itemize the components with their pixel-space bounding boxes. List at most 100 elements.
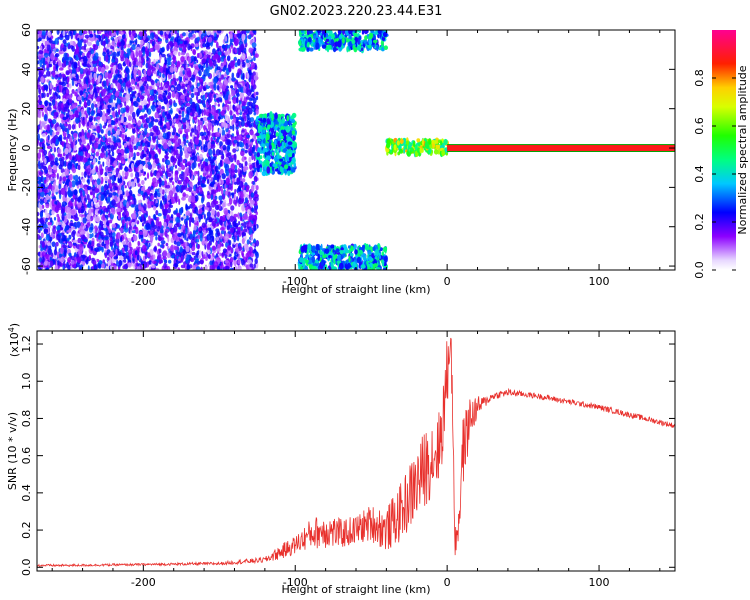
spectrogram-cell: [213, 94, 217, 99]
spectrogram-cell: [206, 60, 208, 68]
spectrogram-cell: [229, 37, 232, 45]
spectrogram-cell: [112, 170, 115, 175]
spectrogram-cell: [234, 169, 238, 173]
spectrogram-cell: [141, 56, 145, 64]
spectrogram-cell: [121, 170, 125, 177]
spectrogram-cell: [216, 222, 220, 227]
spectrogram-cell: [204, 162, 209, 167]
spectrogram-cell: [159, 171, 163, 177]
spectrogram-cell: [148, 51, 152, 58]
spectrogram-cell: [145, 163, 149, 169]
spectrogram-cell: [253, 224, 257, 232]
spectrogram-cell: [205, 171, 209, 176]
spectrogram-cell: [146, 172, 150, 180]
spectrogram-cell: [150, 79, 155, 86]
spectrogram-cell: [98, 263, 102, 269]
spectrogram-cell: [221, 179, 225, 185]
spectrogram-cell: [38, 171, 43, 177]
spectrogram-cell: [166, 43, 170, 52]
spectrogram-cell: [128, 226, 131, 234]
spectrogram-cell: [112, 232, 116, 238]
spectrogram-cell: [153, 70, 157, 75]
spectrogram-cell: [39, 59, 42, 68]
spectrogram-cell: [199, 250, 202, 256]
spectrogram-cell: [137, 75, 141, 82]
spectrogram-cell: [168, 98, 173, 106]
spectrogram-cell: [74, 92, 78, 97]
spectrogram-cell: [208, 148, 213, 156]
spectrogram-cell: [248, 34, 252, 40]
spectrogram-cell: [71, 226, 76, 230]
spectrogram-cell: [216, 211, 220, 218]
spectrogram-cell: [190, 92, 195, 99]
spectrogram-cell: [38, 30, 43, 35]
spectrogram-cell: [74, 252, 77, 258]
spectrogram-cell: [231, 72, 235, 78]
spectrogram-cell: [222, 66, 226, 72]
spectrogram-cell: [250, 117, 255, 123]
spectrogram-cell: [244, 197, 248, 204]
spectrogram-cell: [117, 74, 122, 79]
spectrogram-cell: [69, 40, 74, 46]
spectrogram-cell: [122, 82, 126, 88]
spectrogram-cell: [149, 97, 155, 102]
spectrogram-cell: [121, 176, 125, 180]
spectrogram-cell: [220, 189, 224, 195]
spectrogram-cell: [174, 164, 178, 169]
spectrogram-cell: [69, 174, 73, 181]
spectrogram-cell: [182, 32, 186, 37]
spectrogram-cell: [227, 49, 231, 56]
spectrogram-cell: [190, 195, 196, 203]
spectrogram-cell: [48, 102, 52, 107]
spectrogram-cell: [236, 253, 239, 257]
spectrogram-cell: [242, 203, 245, 211]
spectrogram-cell: [84, 34, 90, 39]
spectrogram-cell: [59, 67, 64, 71]
spectrogram-cell: [183, 138, 187, 145]
spectrogram-cell: [119, 165, 123, 170]
spectrogram-cell: [146, 56, 149, 62]
spectrogram-cell: [206, 101, 209, 109]
spectrogram-cell: [150, 200, 154, 206]
spectrogram-cell: [233, 181, 238, 185]
spectrogram-cell: [46, 43, 51, 52]
spectrogram-cell: [233, 84, 238, 89]
spectrogram-cell: [46, 145, 52, 149]
spectrogram-cell: [144, 171, 146, 175]
spectrogram-cell: [137, 193, 142, 197]
spectrogram-cell: [165, 242, 169, 247]
spectrogram-cell: [230, 163, 236, 171]
spectrogram-cell: [133, 234, 138, 242]
spectrogram-cell: [139, 115, 144, 120]
spectrogram-cell: [37, 176, 41, 180]
spectrogram-cell: [115, 48, 121, 52]
spectrogram-cell: [135, 38, 138, 45]
spectrogram-cell: [98, 35, 102, 42]
spectrogram-cell: [159, 229, 164, 234]
spectrogram-cell: [244, 149, 248, 154]
spectrogram-cell: [152, 260, 157, 265]
spectrogram-cell: [210, 143, 216, 149]
spectrogram-cell: [255, 251, 259, 259]
spectrogram-cell: [226, 55, 231, 62]
spectrogram-cell: [236, 93, 240, 97]
spectrogram-cell: [141, 180, 145, 185]
spectrogram-cell: [199, 124, 202, 130]
spectrogram-cell: [94, 104, 98, 108]
spectrogram-cell: [166, 172, 172, 177]
spectrogram-cell: [206, 234, 211, 241]
spectrogram-cell: [111, 107, 115, 111]
spectrogram-cell: [156, 107, 159, 113]
spectrogram-cell: [108, 30, 112, 36]
spectrogram-cell: [241, 253, 245, 258]
spectrogram-cell: [160, 82, 163, 88]
spectrogram-cell: [222, 248, 227, 254]
spectrogram-cell: [215, 41, 219, 49]
spectrogram-cell: [105, 150, 108, 158]
spectrogram-cell: [220, 56, 225, 62]
spectrogram-cell: [169, 166, 174, 171]
spectrogram-cell: [224, 134, 227, 139]
spectrogram-cell: [240, 119, 245, 127]
spectrogram-cell: [230, 205, 235, 211]
